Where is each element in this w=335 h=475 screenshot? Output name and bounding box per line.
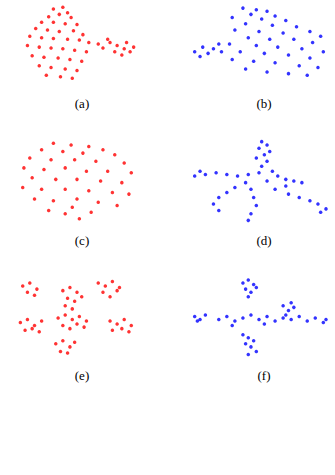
svg-text:(c): (c)	[75, 233, 89, 248]
svg-text:(a): (a)	[75, 96, 89, 111]
svg-text:(f): (f)	[258, 368, 271, 383]
svg-text:(b): (b)	[256, 96, 271, 111]
svg-text:(e): (e)	[75, 368, 89, 383]
svg-text:(d): (d)	[256, 233, 271, 248]
